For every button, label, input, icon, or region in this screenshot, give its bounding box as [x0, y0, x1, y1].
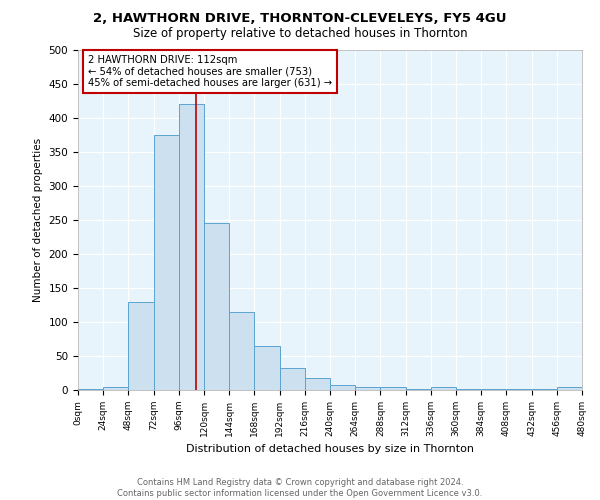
Bar: [128, 302, 154, 390]
Bar: [330, 384, 355, 390]
Bar: [229, 312, 254, 390]
Bar: [305, 378, 330, 390]
Bar: [179, 104, 204, 390]
Bar: [406, 388, 431, 390]
Bar: [557, 386, 582, 390]
Bar: [481, 388, 506, 390]
Bar: [506, 388, 532, 390]
Text: Size of property relative to detached houses in Thornton: Size of property relative to detached ho…: [133, 28, 467, 40]
Bar: [280, 368, 305, 390]
Bar: [103, 386, 128, 390]
X-axis label: Distribution of detached houses by size in Thornton: Distribution of detached houses by size …: [186, 444, 474, 454]
Text: 2, HAWTHORN DRIVE, THORNTON-CLEVELEYS, FY5 4GU: 2, HAWTHORN DRIVE, THORNTON-CLEVELEYS, F…: [93, 12, 507, 26]
Y-axis label: Number of detached properties: Number of detached properties: [33, 138, 43, 302]
Bar: [355, 386, 380, 390]
Text: Contains HM Land Registry data © Crown copyright and database right 2024.
Contai: Contains HM Land Registry data © Crown c…: [118, 478, 482, 498]
Bar: [154, 135, 179, 390]
Bar: [78, 388, 103, 390]
Bar: [456, 388, 481, 390]
Bar: [254, 346, 280, 390]
Text: 2 HAWTHORN DRIVE: 112sqm
← 54% of detached houses are smaller (753)
45% of semi-: 2 HAWTHORN DRIVE: 112sqm ← 54% of detach…: [88, 55, 332, 88]
Bar: [204, 224, 229, 390]
Bar: [380, 386, 406, 390]
Bar: [532, 388, 557, 390]
Bar: [431, 386, 456, 390]
